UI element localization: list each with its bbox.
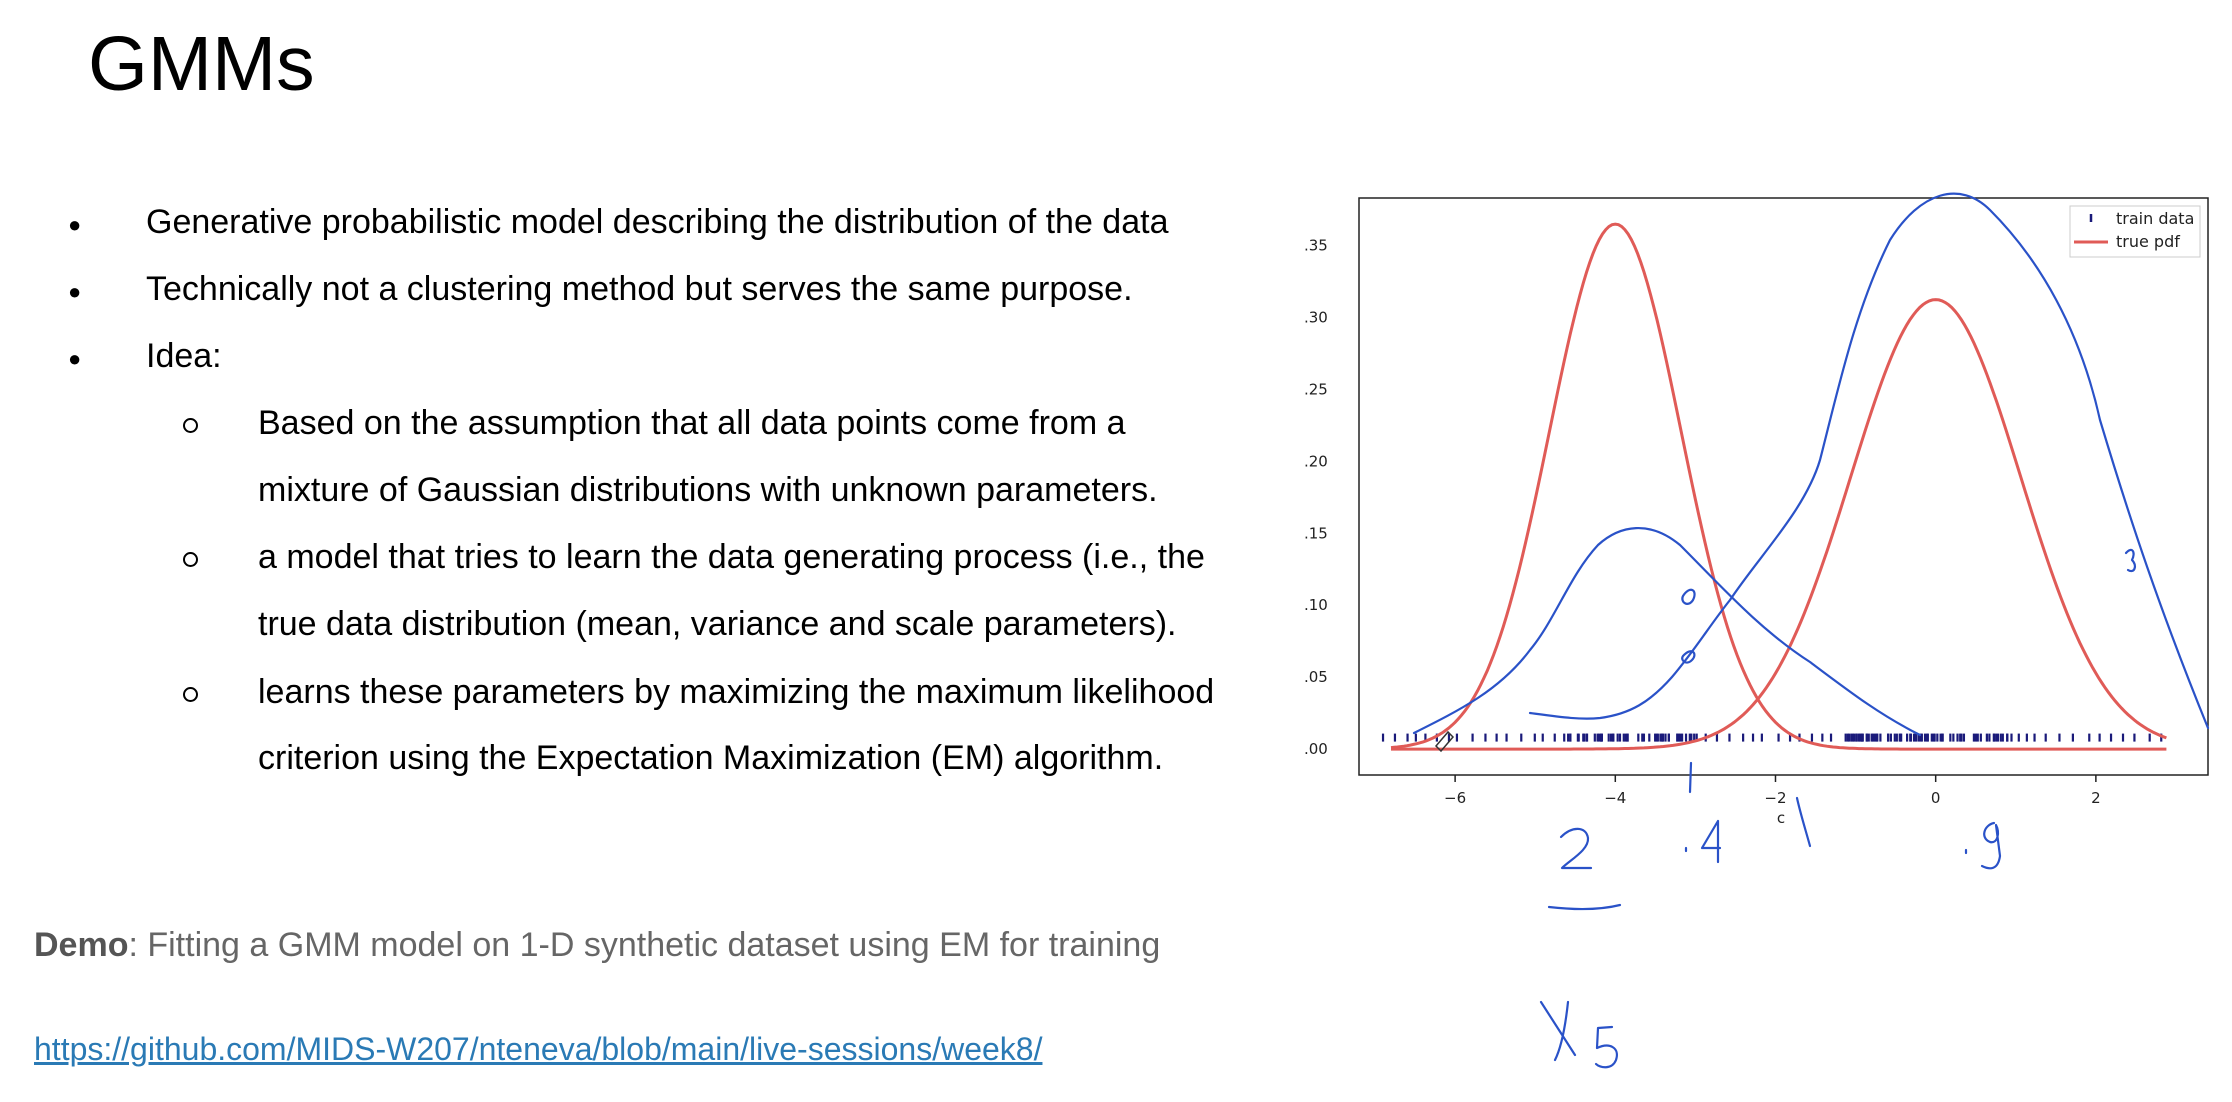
rug-marks: [1381, 733, 2163, 742]
ink-stroke: [1700, 819, 1722, 864]
plot-frame: [1358, 197, 2209, 776]
y-tick-label: .35: [1304, 236, 1328, 254]
x-tick-label: −4: [1604, 789, 1626, 807]
y-tick-label: .05: [1304, 668, 1328, 686]
sub-bullet-3-line2: criterion using the Expectation Maximiza…: [258, 739, 1164, 777]
x-tick-label: −2: [1764, 789, 1786, 807]
bullet-dot: ●: [68, 212, 82, 237]
bullet-2: Technically not a clustering method but …: [146, 270, 1133, 308]
sub-bullet-ring: [183, 418, 198, 433]
sub-bullet-ring: [183, 687, 198, 702]
sub-bullet-1-line2: mixture of Gaussian distributions with u…: [258, 471, 1158, 509]
bullet-dot: ●: [68, 346, 82, 371]
true-pdf-curves: [1390, 222, 2167, 751]
ink-stroke: [1528, 192, 2210, 730]
ink-stroke: [1681, 650, 1696, 664]
y-tick-label: .00: [1304, 740, 1328, 758]
y-tick-label: .15: [1304, 524, 1328, 542]
ink-stroke: [1681, 588, 1696, 605]
demo-line: Demo: Fitting a GMM model on 1-D synthet…: [34, 926, 1160, 965]
demo-label: Demo: [34, 926, 129, 964]
y-tick-label: .25: [1304, 380, 1328, 398]
slide-title: GMMs: [88, 21, 315, 107]
x-tick-label: 0: [1931, 789, 1941, 807]
bullet-dot: ●: [68, 279, 82, 304]
bullet-1: Generative probabilistic model describin…: [146, 203, 1169, 241]
ink-stroke: [1559, 827, 1593, 870]
y-tick-label: .30: [1304, 308, 1328, 326]
x-ticks: −6 −4 −2 0 2: [1444, 775, 2101, 807]
y-tick-label: .10: [1304, 596, 1328, 614]
x-tick-label: 2: [2091, 789, 2101, 807]
sub-bullet-ring: [183, 552, 198, 567]
ink-stroke: [1547, 903, 1622, 911]
y-tick-label: .20: [1304, 452, 1328, 470]
legend: train data true pdf: [2069, 205, 2201, 258]
true-pdf-curve-2: [1391, 298, 2167, 751]
x-tick-label: −6: [1444, 789, 1466, 807]
sub-bullet-2-line2: true data distribution (mean, variance a…: [258, 605, 1177, 643]
sub-bullet-1-line1: Based on the assumption that all data po…: [258, 404, 1126, 442]
bullet-3: Idea:: [146, 337, 222, 375]
demo-text: : Fitting a GMM model on 1-D synthetic d…: [128, 926, 1161, 964]
x-axis-label: c: [1777, 809, 1785, 827]
github-link[interactable]: https://github.com/MIDS-W207/nteneva/blo…: [34, 1031, 1043, 1067]
ink-stroke: [1795, 796, 1812, 848]
sub-bullet-3-line1: learns these parameters by maximizing th…: [258, 673, 1215, 711]
legend-train-label: train data: [2116, 209, 2194, 228]
ink-stroke: [1980, 821, 2002, 870]
gmm-chart: .00 .05 .10 .15 .20 .25 .30 .35 −6 −4 −2 0 2 c trai…: [1304, 192, 2210, 1069]
ink-stroke: [2124, 548, 2137, 573]
sub-bullet-2-line1: a model that tries to learn the data gen…: [258, 538, 1205, 576]
true-pdf-curve-1: [1390, 222, 2167, 751]
handwritten-annotations: [1412, 192, 2210, 1069]
legend-pdf-label: true pdf: [2116, 232, 2180, 251]
pen-cursor-icon: [1434, 730, 1455, 753]
ink-stroke: [1594, 1025, 1618, 1069]
ink-stroke: [1412, 527, 1922, 737]
y-tick-labels: .00 .05 .10 .15 .20 .25 .30 .35: [1304, 236, 1328, 758]
ink-stroke: [1539, 1000, 1577, 1062]
ink-stroke: [1688, 761, 1693, 794]
